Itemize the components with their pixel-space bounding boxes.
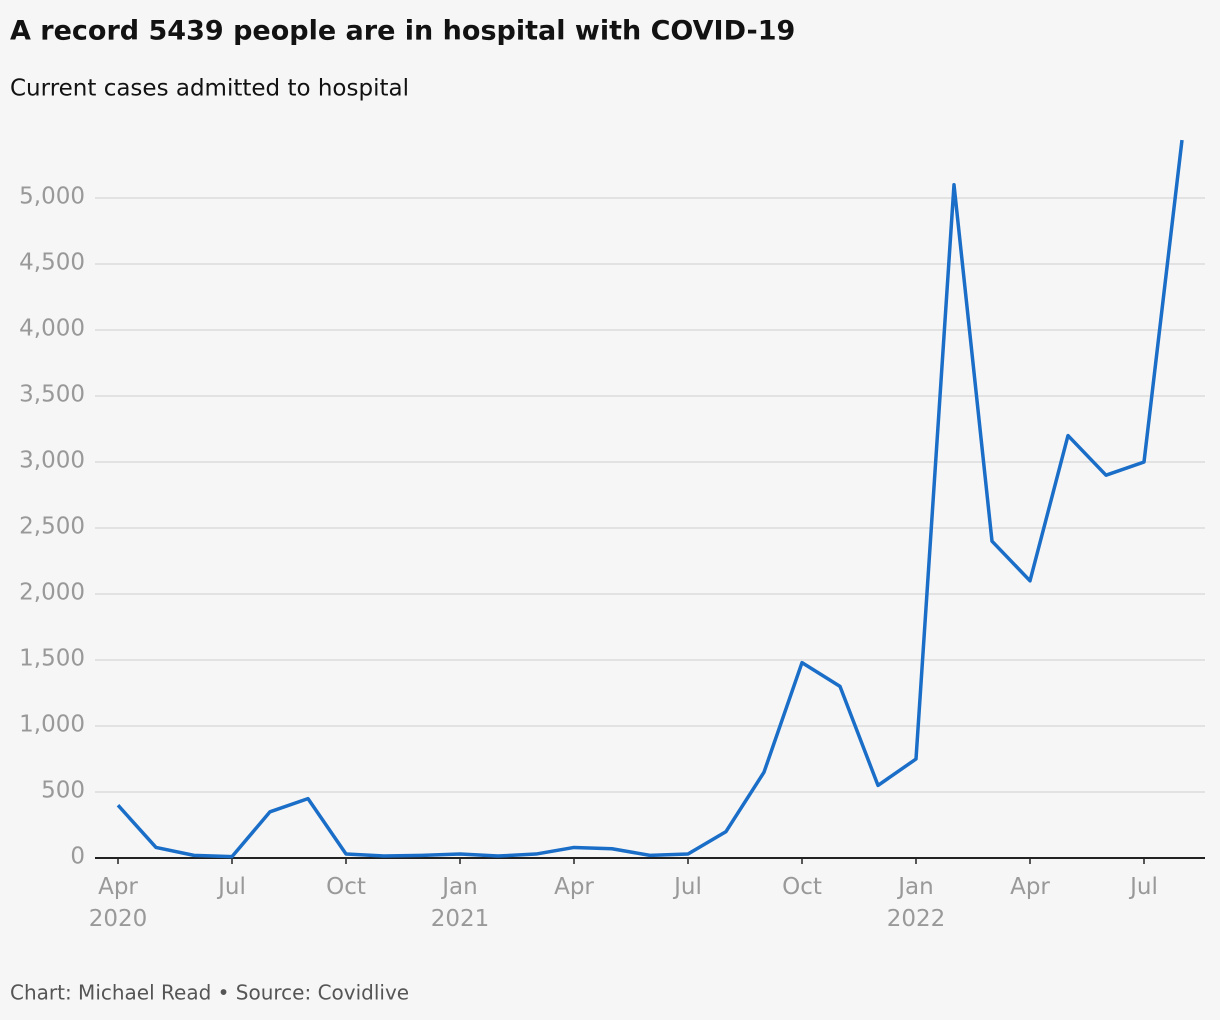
y-tick-label: 2,500 xyxy=(19,514,85,540)
y-tick-label: 4,500 xyxy=(19,250,85,276)
data-line xyxy=(116,139,1184,859)
x-tick-label: Oct xyxy=(326,874,366,900)
x-tick-label: Jul xyxy=(672,874,702,900)
y-tick-label: 1,500 xyxy=(19,646,85,672)
source-note: Chart: Michael Read • Source: Covidlive xyxy=(10,981,409,1005)
y-tick-label: 2,000 xyxy=(19,580,85,606)
y-tick-label: 5,000 xyxy=(19,184,85,210)
x-tick-label: Jan 2022 xyxy=(887,874,946,932)
y-tick-label: 3,000 xyxy=(19,448,85,474)
y-tick-label: 3,500 xyxy=(19,382,85,408)
x-tick-label: Oct xyxy=(782,874,822,900)
y-tick-label: 500 xyxy=(41,778,85,804)
y-tick-label: 4,000 xyxy=(19,316,85,342)
x-tick-label: Jan 2021 xyxy=(431,874,490,932)
x-tick-label: Apr xyxy=(1010,874,1050,900)
chart-title: A record 5439 people are in hospital wit… xyxy=(10,16,795,47)
x-tick-label: Jul xyxy=(216,874,246,900)
x-tick-label: Apr 2020 xyxy=(89,874,148,932)
y-tick-label: 1,000 xyxy=(19,712,85,738)
chart-subtitle: Current cases admitted to hospital xyxy=(10,76,409,102)
x-tick-label: Apr xyxy=(554,874,594,900)
y-tick-label: 0 xyxy=(70,844,85,870)
x-tick-label: Jul xyxy=(1128,874,1158,900)
